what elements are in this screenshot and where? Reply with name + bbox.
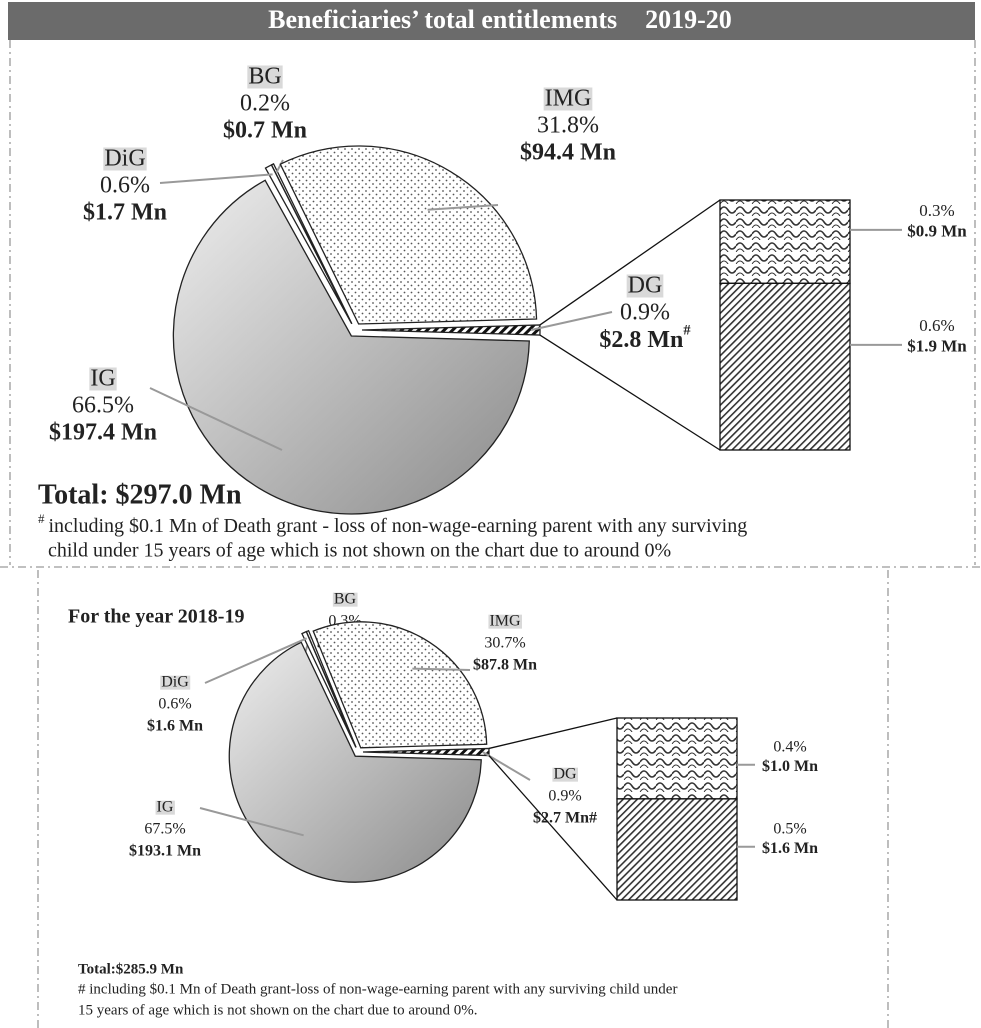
pie-slice: [279, 145, 538, 325]
pie-slice: [301, 630, 357, 748]
amount-label: $1.9 Mn: [907, 336, 967, 355]
leader-line: [530, 311, 613, 331]
leader-line: [275, 159, 284, 173]
connector: [539, 334, 721, 451]
label-highlight: [160, 675, 191, 690]
label-highlight: [155, 800, 175, 815]
label-highlight: [552, 767, 578, 782]
category-label: DiG: [104, 146, 145, 172]
amount-label: $87.8 Mn: [473, 657, 537, 674]
leader-line: [159, 173, 273, 184]
label-highlight: [332, 592, 358, 607]
label-highlight: [543, 87, 593, 111]
pie-slice: [361, 324, 541, 336]
note-mark: #: [683, 323, 690, 339]
percent-label: 0.5%: [773, 821, 806, 838]
leader-line: [149, 387, 283, 451]
bar-segment: [719, 282, 851, 451]
footnote-text: including $0.1 Mn of Death grant - loss …: [49, 515, 748, 537]
category-label: IMG: [545, 86, 592, 112]
percent-label: 0.3%: [919, 201, 954, 220]
label-highlight: [626, 274, 664, 298]
category-label: BG: [248, 64, 281, 90]
category-label: DG: [553, 766, 577, 783]
bar-segment: [616, 717, 738, 800]
subtitle: 2019-20: [645, 5, 732, 34]
amount-label: $193.1 Mn: [129, 843, 201, 860]
amount-label: $2.8 Mn#: [599, 323, 690, 353]
amount-label: $0.7 Mn: [223, 118, 307, 144]
chart-title: For the year 2018-19: [68, 606, 244, 628]
amount-label: $0.9 Mn: [907, 221, 967, 240]
category-label: IG: [157, 799, 174, 816]
percent-label: 0.6%: [919, 316, 954, 335]
amount-label: $1.7 Mn: [83, 200, 167, 226]
label-highlight: [103, 147, 147, 171]
amount-label: $197.4 Mn: [49, 420, 157, 446]
connector: [539, 199, 721, 326]
category-label: IMG: [489, 613, 521, 630]
leader-line: [199, 807, 304, 837]
category-label: DiG: [161, 674, 189, 691]
frame: [0, 40, 981, 568]
percent-label: 0.4%: [773, 739, 806, 756]
header-title: Beneficiaries’ total entitlements 2019-20: [268, 5, 732, 34]
percent-label: 67.5%: [144, 821, 185, 838]
category-label: DG: [628, 273, 663, 299]
footnote: 15 years of age which is not shown on th…: [78, 1002, 478, 1018]
bar-segment: [719, 199, 851, 284]
label-highlight: [89, 367, 117, 391]
bar-segment: [616, 798, 738, 901]
label-highlight: [247, 65, 283, 89]
connector: [488, 755, 618, 901]
label-highlight: [488, 614, 522, 629]
percent-label: 31.8%: [537, 113, 599, 139]
percent-label: 0.6%: [100, 173, 150, 199]
amount-text: $2.8 Mn: [599, 327, 683, 353]
leader-line: [204, 637, 308, 684]
header-band: [8, 2, 975, 40]
footnote: # including $0.1 Mn of Death grant - loss…: [38, 511, 747, 537]
category-label: IG: [90, 366, 115, 392]
footnote: child under 15 years of age which is not…: [48, 540, 671, 562]
amount-label: $94.4 Mn: [520, 140, 616, 166]
total-label: Total: $297.0 Mn: [38, 479, 242, 510]
note-mark: #: [38, 511, 45, 526]
percent-label: 0.6%: [158, 696, 191, 713]
amount-label: $1.6 Mn: [762, 840, 818, 857]
amount-label: $1.6 Mn: [147, 718, 203, 735]
percent-label: 0.2%: [240, 91, 290, 117]
pie-slice: [264, 164, 353, 325]
frame: [37, 570, 889, 1028]
amount-label: $2.7 Mn#: [533, 810, 597, 827]
pie-slice: [312, 621, 488, 749]
connector: [488, 717, 618, 750]
leader-line: [412, 667, 471, 671]
leader-line: [427, 204, 499, 211]
category-label: BG: [334, 591, 357, 608]
percent-label: 66.5%: [72, 393, 134, 419]
percent-label: 0.9%: [548, 788, 581, 805]
pie-slice: [362, 747, 490, 757]
total-label: Total:$285.9 Mn: [78, 961, 184, 977]
pie-slice: [228, 641, 482, 883]
percent-label: 30.7%: [484, 635, 525, 652]
title: Beneficiaries’ total entitlements: [268, 5, 617, 34]
pie-slice: [172, 179, 530, 515]
percent-label: 0.9%: [620, 300, 670, 326]
amount-label: $1.0 Mn: [762, 758, 818, 775]
footnote: # including $0.1 Mn of Death grant-loss …: [78, 981, 677, 997]
